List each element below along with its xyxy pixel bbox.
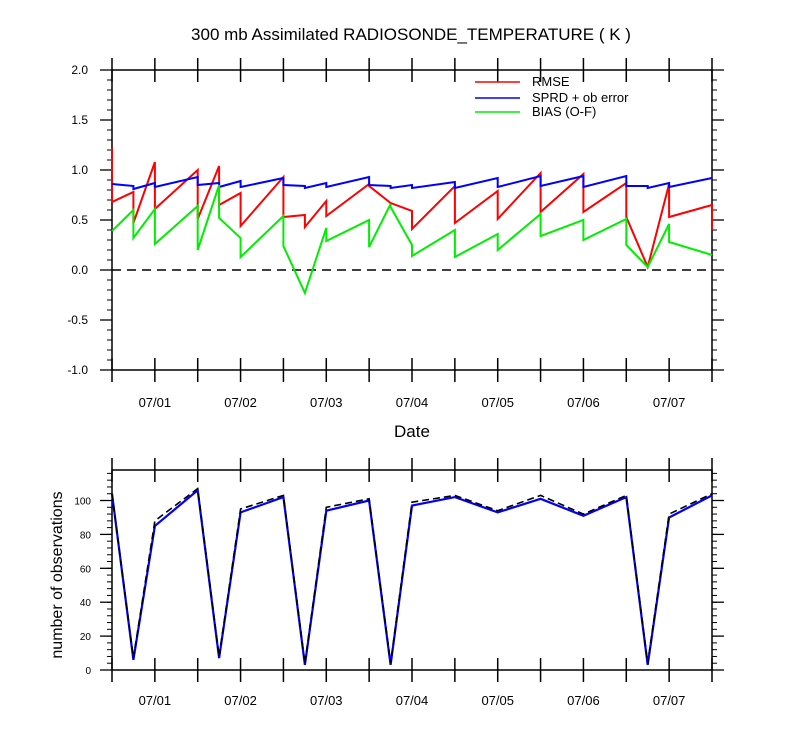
top-ytick-label: 1.5 xyxy=(71,113,88,127)
bottom-xtick-label: 07/02 xyxy=(224,693,257,708)
top-plot-area xyxy=(100,58,724,382)
top-xtick-label: 07/02 xyxy=(224,395,257,410)
top-chart-title: 300 mb Assimilated RADIOSONDE_TEMPERATUR… xyxy=(191,25,631,44)
bottom-y-tick-labels: 0 20 40 60 80 100 xyxy=(74,497,91,677)
top-ytick-label: 1.0 xyxy=(71,163,88,177)
top-x-tick-labels: 07/01 07/02 07/03 07/04 07/05 07/06 07/0… xyxy=(139,395,686,410)
top-major-ticks xyxy=(100,69,724,371)
bottom-xtick-label: 07/03 xyxy=(310,693,343,708)
bottom-day-ticks xyxy=(111,458,713,682)
legend-bias-label: BIAS (O-F) xyxy=(532,104,596,119)
top-day-ticks xyxy=(111,58,713,382)
top-xtick-label: 07/06 xyxy=(567,395,600,410)
top-ytick-label: 0.5 xyxy=(71,213,88,227)
bottom-xtick-label: 07/05 xyxy=(481,693,514,708)
bottom-ytick-label: 20 xyxy=(80,632,92,643)
top-xtick-label: 07/07 xyxy=(653,395,686,410)
bottom-xtick-label: 07/01 xyxy=(139,693,172,708)
bottom-xtick-label: 07/04 xyxy=(396,693,429,708)
bottom-y-axis-label: number of observations xyxy=(49,491,66,658)
bottom-ytick-label: 80 xyxy=(80,530,92,541)
legend-rmse-label: RMSE xyxy=(532,74,570,89)
top-y-tick-labels: -1.0 -0.5 0.0 0.5 1.0 1.5 2.0 xyxy=(67,63,88,377)
top-xtick-label: 07/04 xyxy=(396,395,429,410)
legend: RMSE SPRD + ob error BIAS (O-F) xyxy=(475,74,629,119)
bias-line xyxy=(111,184,713,296)
observations-possible-line xyxy=(111,487,713,664)
top-series-group xyxy=(111,148,713,296)
top-ytick-label: -1.0 xyxy=(67,363,88,377)
top-ytick-label: 0.0 xyxy=(71,263,88,277)
top-ytick-label: 2.0 xyxy=(71,63,88,77)
top-x-axis-label: Date xyxy=(394,422,430,441)
bottom-ytick-label: 40 xyxy=(80,598,92,609)
bottom-xtick-label: 07/07 xyxy=(653,693,686,708)
legend-sprd-label: SPRD + ob error xyxy=(532,90,629,105)
top-xtick-label: 07/03 xyxy=(310,395,343,410)
bottom-series-group xyxy=(110,487,713,666)
bottom-plot-area xyxy=(100,458,724,682)
top-xtick-label: 07/05 xyxy=(481,395,514,410)
bottom-ytick-label: 0 xyxy=(85,666,91,677)
bottom-ytick-label: 60 xyxy=(80,564,92,575)
bottom-xtick-label: 07/06 xyxy=(567,693,600,708)
top-ytick-label: -0.5 xyxy=(67,313,88,327)
sprd-line xyxy=(111,174,713,191)
bottom-ytick-label: 100 xyxy=(74,497,91,508)
bottom-x-tick-labels: 07/01 07/02 07/03 07/04 07/05 07/06 07/0… xyxy=(139,693,686,708)
bottom-major-ticks xyxy=(100,499,724,671)
top-xtick-label: 07/01 xyxy=(139,395,172,410)
